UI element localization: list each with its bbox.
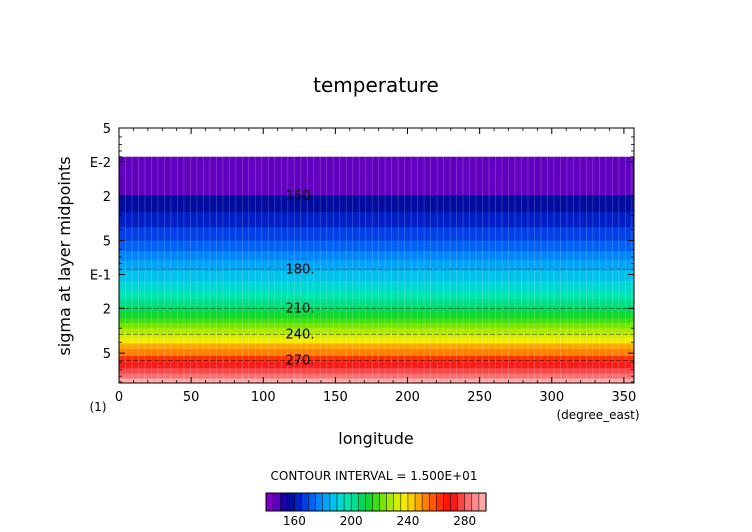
temperature-band-1 bbox=[119, 195, 634, 213]
temperature-band-14 bbox=[119, 323, 634, 329]
colorbar-bin-17 bbox=[386, 492, 395, 512]
colorbar-bin-2 bbox=[279, 492, 288, 512]
y-tick-label: 2 bbox=[103, 302, 111, 317]
contour-label: 240. bbox=[286, 327, 315, 342]
temperature-band-10 bbox=[119, 298, 634, 307]
colorbar-bin-18 bbox=[393, 492, 402, 512]
colorbar-bin-11 bbox=[343, 492, 352, 512]
colorbar-tick-label: 160 bbox=[283, 514, 306, 528]
temperature-band-19 bbox=[119, 349, 634, 357]
temperature-band-15 bbox=[119, 328, 634, 334]
colorbar-bin-24 bbox=[436, 492, 444, 512]
x-tick-label: 250 bbox=[467, 390, 492, 405]
colorbar-bin-10 bbox=[336, 492, 345, 512]
x-tick-label: 0 bbox=[115, 390, 123, 405]
temperature-band-22 bbox=[119, 368, 634, 375]
temperature-band-9 bbox=[119, 290, 634, 300]
temperature-band-18 bbox=[119, 343, 634, 350]
temperature-band-11 bbox=[119, 305, 634, 313]
colorbar-bin-13 bbox=[358, 492, 366, 512]
colorbar-bin-21 bbox=[414, 492, 423, 512]
temperature-band-5 bbox=[119, 251, 634, 261]
colorbar-bin-30 bbox=[478, 492, 487, 512]
colorbar-bin-23 bbox=[428, 492, 437, 512]
y-tick-label: E-2 bbox=[90, 156, 111, 171]
colorbar-bin-14 bbox=[365, 492, 374, 512]
contour-label: 210. bbox=[286, 301, 315, 316]
colorbar-bin-16 bbox=[379, 492, 388, 512]
temperature-band-12 bbox=[119, 311, 634, 319]
colorbar-bin-22 bbox=[421, 492, 430, 512]
y-tick-label: 5 bbox=[103, 347, 111, 362]
temperature-band-23 bbox=[119, 373, 634, 379]
colorbar-tick-label: 240 bbox=[396, 514, 419, 528]
colorbar-bin-8 bbox=[322, 492, 331, 512]
temperature-band-8 bbox=[119, 281, 634, 292]
colorbar-bin-28 bbox=[464, 492, 473, 512]
temperature-band-24 bbox=[119, 378, 634, 384]
temperature-band-4 bbox=[119, 240, 634, 252]
x-axis-label: longitude bbox=[338, 429, 413, 448]
y-axis-label: sigma at layer midpoints bbox=[55, 156, 74, 355]
x-tick-label: 300 bbox=[539, 390, 564, 405]
contour-interval-text: CONTOUR INTERVAL = 1.500E+01 bbox=[271, 469, 478, 483]
y-axis: 5 E-2 2 5 E-1 2 5 bbox=[90, 122, 634, 383]
colorbar-bin-9 bbox=[329, 492, 338, 512]
x-tick-label: 150 bbox=[323, 390, 348, 405]
contour-label: 150. bbox=[286, 189, 315, 204]
colorbar-tick-label: 280 bbox=[453, 514, 476, 528]
colorbar-bin-26 bbox=[450, 492, 459, 512]
temperature-band-17 bbox=[119, 338, 634, 344]
y-tick-label: 2 bbox=[103, 190, 111, 205]
colorbar-bin-12 bbox=[350, 492, 359, 512]
colorbar-bin-20 bbox=[407, 492, 416, 512]
temperature-band-3 bbox=[119, 227, 634, 241]
colorbar-bin-5 bbox=[301, 492, 310, 512]
x-axis: 0 50 100 150 200 250 300 350 bbox=[115, 128, 636, 405]
colorbar-bin-19 bbox=[400, 492, 409, 512]
x-tick-label: 50 bbox=[183, 390, 200, 405]
colorbar-bin-6 bbox=[308, 492, 317, 512]
temperature-band-21 bbox=[119, 362, 634, 369]
temperature-band-0 bbox=[119, 156, 634, 197]
temperature-band-7 bbox=[119, 270, 634, 282]
temperature-band-20 bbox=[119, 356, 634, 363]
colorbar-bin-7 bbox=[315, 492, 324, 512]
colorbar-bin-27 bbox=[457, 492, 466, 512]
contour-label: 270. bbox=[286, 353, 315, 368]
x-tick-label: 100 bbox=[251, 390, 276, 405]
colorbar-bin-15 bbox=[372, 492, 381, 512]
colorbar-bin-3 bbox=[287, 492, 295, 512]
colorbar-bin-1 bbox=[272, 492, 281, 512]
plot-overlay bbox=[118, 156, 634, 383]
colorbar-frame bbox=[265, 492, 487, 512]
temperature-band-16 bbox=[119, 332, 634, 339]
colorbar bbox=[265, 492, 487, 512]
x-unit-label: (degree_east) bbox=[556, 408, 639, 422]
x-tick-label: 200 bbox=[395, 390, 420, 405]
x-tick-label: 350 bbox=[611, 390, 636, 405]
temperature-band-13 bbox=[119, 318, 634, 324]
colorbar-bin-25 bbox=[443, 492, 452, 512]
colorbar-bin-4 bbox=[294, 492, 303, 512]
chart-title: temperature bbox=[313, 73, 439, 97]
y-tick-label: 5 bbox=[103, 235, 111, 250]
colorbar-tick-labels: 160 200 240 280 bbox=[283, 514, 476, 528]
plot-area bbox=[119, 156, 634, 384]
colorbar-bin-29 bbox=[471, 492, 480, 512]
y-unit-label: (1) bbox=[90, 400, 107, 414]
colorbar-bin-0 bbox=[265, 492, 274, 512]
temperature-band-6 bbox=[119, 260, 634, 271]
plot-frame bbox=[118, 127, 635, 384]
y-tick-label: 5 bbox=[103, 122, 111, 137]
y-tick-label: E-1 bbox=[90, 268, 111, 283]
temperature-band-2 bbox=[119, 212, 634, 228]
colorbar-tick-label: 200 bbox=[340, 514, 363, 528]
contour-label: 180. bbox=[286, 262, 315, 277]
contour-labels: 150. 180. 210. 240. 270. bbox=[286, 189, 315, 369]
